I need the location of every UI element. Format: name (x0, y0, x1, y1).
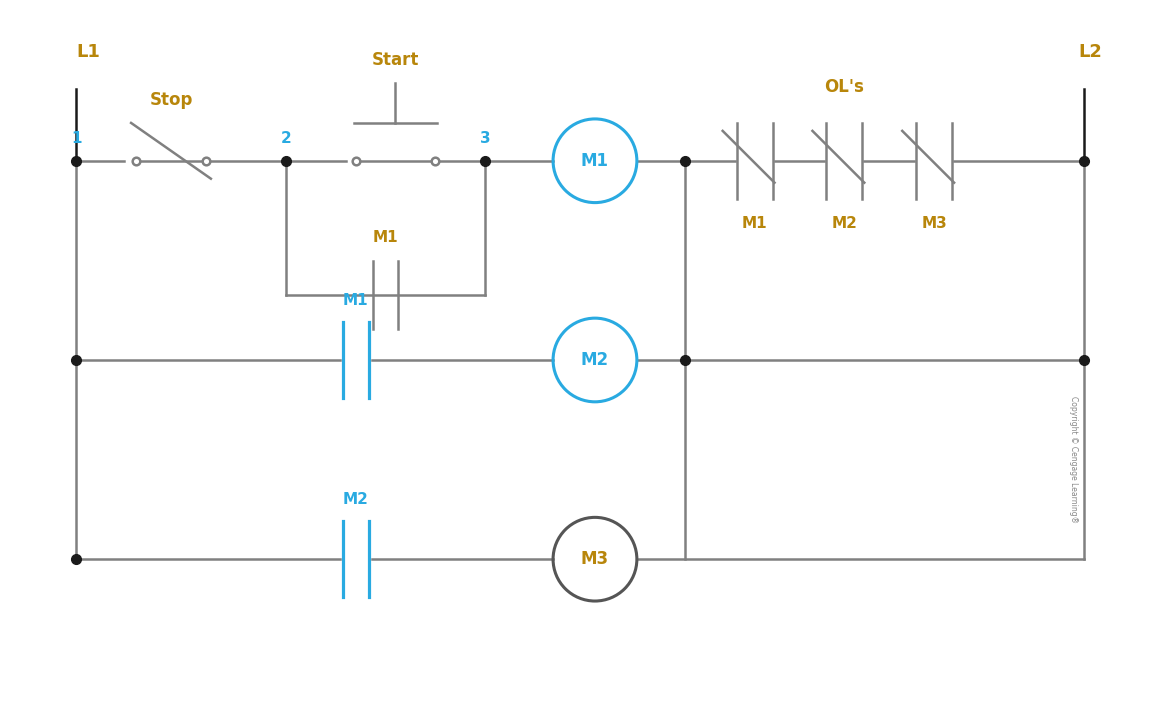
Text: M2: M2 (343, 493, 368, 508)
Text: M3: M3 (581, 550, 609, 568)
Text: M2: M2 (832, 216, 857, 231)
Text: M1: M1 (373, 231, 398, 246)
Text: L1: L1 (76, 43, 100, 61)
Text: L2: L2 (1079, 43, 1103, 61)
Text: Stop: Stop (149, 91, 192, 109)
Text: Copyright © Cengage Learning®: Copyright © Cengage Learning® (1069, 396, 1079, 523)
Text: 2: 2 (281, 131, 291, 146)
Text: M1: M1 (742, 216, 768, 231)
Text: M1: M1 (581, 152, 609, 170)
Text: M1: M1 (343, 293, 368, 308)
Text: M2: M2 (581, 351, 609, 369)
Text: Start: Start (372, 51, 419, 69)
Text: M3: M3 (922, 216, 947, 231)
Text: 3: 3 (480, 131, 490, 146)
Text: OL's: OL's (825, 78, 864, 96)
Text: 1: 1 (71, 131, 82, 146)
